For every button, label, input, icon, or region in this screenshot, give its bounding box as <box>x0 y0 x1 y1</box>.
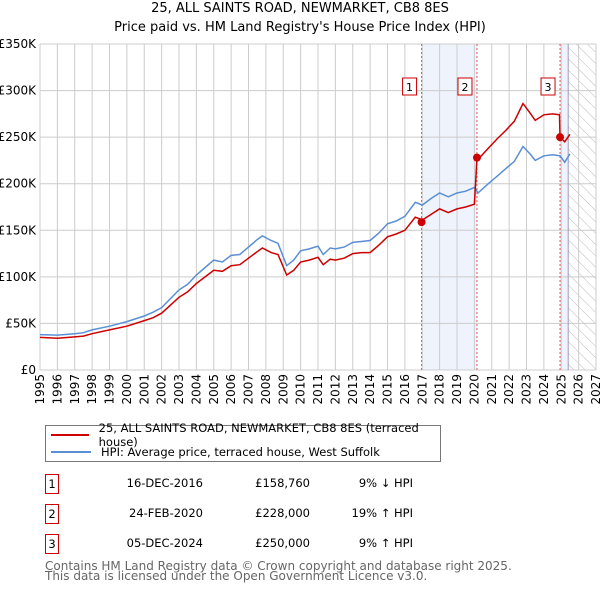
x-tick-label: 2006 <box>224 374 238 405</box>
forecast-hatch <box>568 44 596 370</box>
x-tick-label: 2002 <box>155 374 169 405</box>
x-tick-label: 2007 <box>242 374 256 405</box>
x-tick-label: 2016 <box>398 374 412 405</box>
sale-marker-box <box>457 77 473 96</box>
chart-subtitle: Price paid vs. HM Land Registry's House … <box>114 20 486 35</box>
sale-marker-label: 1 <box>406 81 413 94</box>
legend-item-hpi: HPI: Average price, terraced house, West… <box>51 444 380 460</box>
x-tick-label: 2005 <box>207 374 221 405</box>
y-tick-label: £150K <box>0 223 37 237</box>
x-tick-label: 2013 <box>346 374 360 405</box>
y-tick-label: £100K <box>0 270 37 284</box>
x-tick-label: 1999 <box>103 374 117 405</box>
x-tick-label: 1996 <box>50 374 64 405</box>
x-tick-label: 2001 <box>137 374 151 405</box>
price-chart: £0 £50K £100K £150K £200K £250K £300K £350K 1995… <box>0 37 600 405</box>
legend-item-property: 25, ALL SAINTS ROAD, NEWMARKET, CB8 8ES … <box>51 421 440 449</box>
x-tick-label: 2017 <box>415 374 429 405</box>
y-tick-label: £50K <box>5 316 37 330</box>
sale-hpi-diff: 9% ↑ HPI <box>358 536 413 550</box>
legend-label-hpi: HPI: Average price, terraced house, West… <box>101 445 380 459</box>
y-tick-label: £300K <box>0 84 37 98</box>
x-tick-label: 2012 <box>328 374 342 405</box>
legend-swatch-red <box>51 434 89 436</box>
sale-date: 05-DEC-2024 <box>126 536 203 550</box>
sale-hpi-diff: 19% ↑ HPI <box>351 506 413 520</box>
legend-label-property: 25, ALL SAINTS ROAD, NEWMARKET, CB8 8ES … <box>98 421 419 449</box>
y-tick-label: £200K <box>0 177 37 191</box>
x-tick-label: 2022 <box>502 374 516 405</box>
sale-point <box>417 218 426 227</box>
sale-marker-box <box>540 77 556 96</box>
x-tick-label: 2018 <box>433 374 447 405</box>
chart-title: 25, ALL SAINTS ROAD, NEWMARKET, CB8 8ES <box>151 1 449 16</box>
sale-row: 3 05-DEC-2024 £250,000 9% ↑ HPI <box>45 534 465 554</box>
x-tick-label: 1997 <box>68 374 82 405</box>
shaded-region <box>560 44 569 370</box>
x-tick-label: 2023 <box>520 374 534 405</box>
sale-marker-box <box>402 77 418 96</box>
x-tick-label: 2008 <box>259 374 273 405</box>
sale-marker-badge: 3 <box>45 534 59 554</box>
sale-marker-badge: 2 <box>45 504 59 524</box>
sale-price: £250,000 <box>255 536 310 550</box>
x-tick-label: 2000 <box>120 374 134 405</box>
y-tick-label: £350K <box>0 37 37 51</box>
x-tick-label: 1998 <box>85 374 99 405</box>
y-tick-label: £250K <box>0 130 37 144</box>
legend-swatch-blue <box>51 451 91 453</box>
sale-marker-badge: 1 <box>45 474 59 494</box>
x-tick-label: 2020 <box>467 374 481 405</box>
x-tick-label: 2026 <box>572 374 586 405</box>
hpi-line <box>39 145 571 336</box>
legend: 25, ALL SAINTS ROAD, NEWMARKET, CB8 8ES … <box>45 421 441 462</box>
footer-copyright: Contains HM Land Registry data © Crown c… <box>45 559 512 573</box>
sale-row: 1 16-DEC-2016 £158,760 9% ↓ HPI <box>45 474 465 494</box>
x-tick-label: 2003 <box>172 374 186 405</box>
sale-price: £228,000 <box>255 506 310 520</box>
x-tick-label: 2010 <box>294 374 308 405</box>
x-tick-label: 2021 <box>485 374 499 405</box>
x-tick-label: 2011 <box>311 374 325 405</box>
x-tick-label: 2004 <box>189 374 203 405</box>
sale-point <box>556 133 565 142</box>
x-tick-label: 2019 <box>450 374 464 405</box>
sale-point <box>472 153 481 162</box>
x-tick-label: 2024 <box>537 374 551 405</box>
x-tick-label: 1995 <box>33 374 47 405</box>
footer-licence: This data is licensed under the Open Gov… <box>45 569 428 583</box>
sale-row: 2 24-FEB-2020 £228,000 19% ↑ HPI <box>45 504 465 524</box>
x-tick-label: 2014 <box>363 374 377 405</box>
sale-date: 16-DEC-2016 <box>126 476 203 490</box>
y-tick-label: £0 <box>21 363 36 377</box>
x-tick-label: 2025 <box>554 374 568 405</box>
sale-marker-label: 2 <box>461 81 468 94</box>
sale-date: 24-FEB-2020 <box>129 506 203 520</box>
property-price-line <box>39 102 571 340</box>
x-tick-label: 2015 <box>381 374 395 405</box>
x-tick-label: 2027 <box>589 374 600 405</box>
sale-hpi-diff: 9% ↓ HPI <box>358 476 413 490</box>
sale-price: £158,760 <box>255 476 310 490</box>
sale-marker-label: 3 <box>545 81 552 94</box>
x-tick-label: 2009 <box>276 374 290 405</box>
